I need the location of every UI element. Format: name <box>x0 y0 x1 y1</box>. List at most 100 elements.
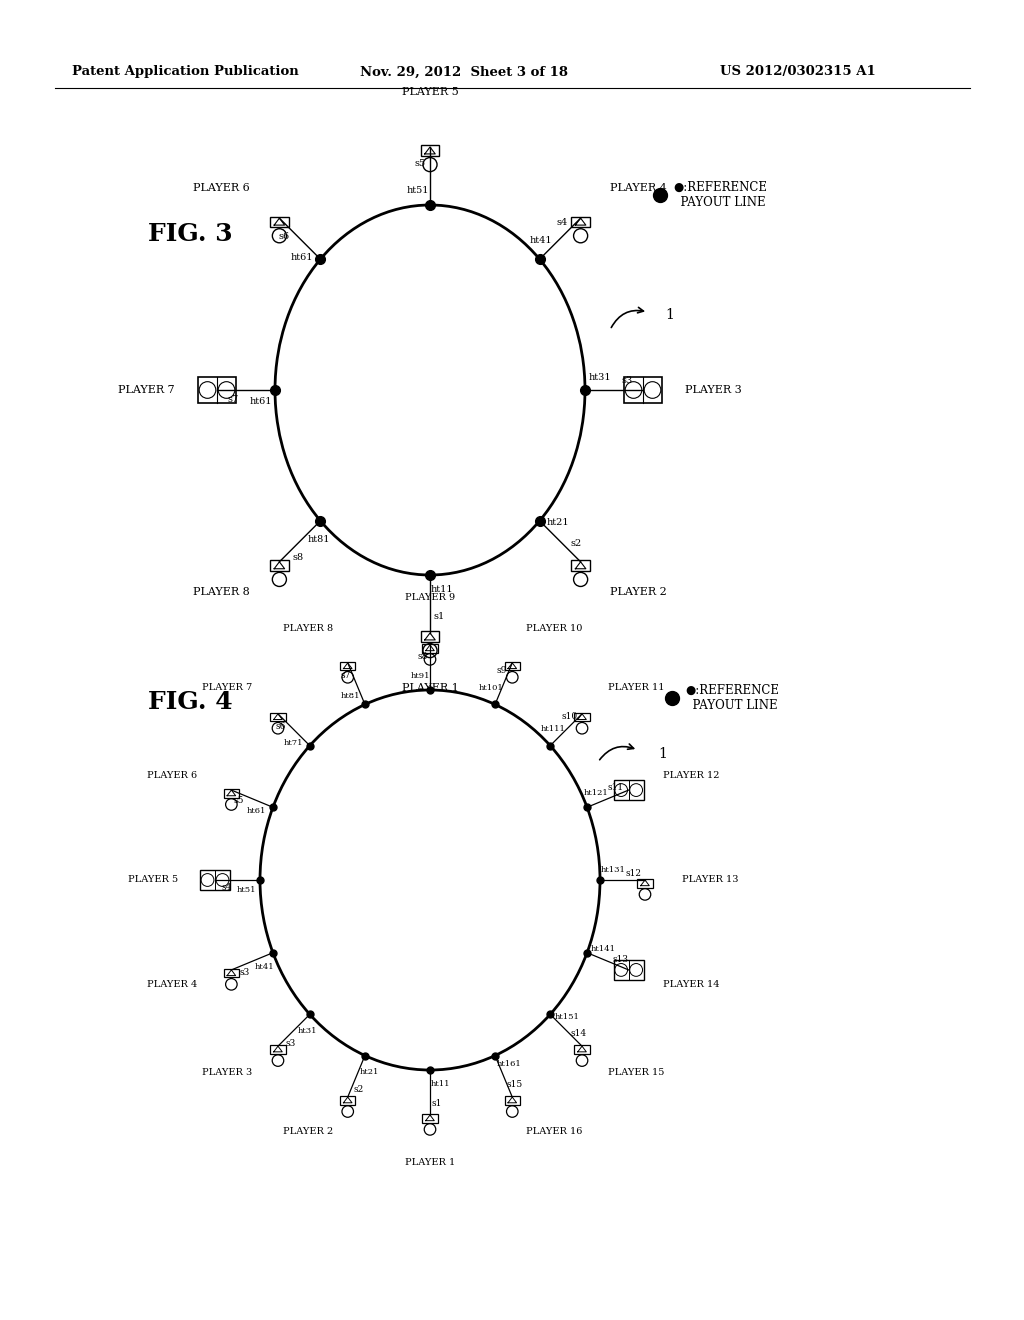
Text: PLAYER 7: PLAYER 7 <box>202 684 252 692</box>
Text: s8: s8 <box>292 553 303 561</box>
Text: ht51: ht51 <box>407 186 429 195</box>
Bar <box>505 1096 520 1105</box>
Text: PLAYER 10: PLAYER 10 <box>526 624 583 634</box>
Text: ht121: ht121 <box>584 789 608 797</box>
Text: PLAYER 7: PLAYER 7 <box>119 385 175 395</box>
Text: PLAYER 1: PLAYER 1 <box>404 1158 455 1167</box>
Bar <box>574 1045 590 1053</box>
Text: ht91: ht91 <box>411 672 430 681</box>
Text: ht41: ht41 <box>255 964 274 972</box>
Text: ht11: ht11 <box>430 1080 450 1088</box>
Text: PLAYER 14: PLAYER 14 <box>663 979 719 989</box>
Text: ht161: ht161 <box>497 1060 522 1068</box>
Text: ht141: ht141 <box>591 945 615 953</box>
Text: PLAYER 8: PLAYER 8 <box>284 624 334 634</box>
Text: PLAYER 3: PLAYER 3 <box>685 385 741 395</box>
Text: FIG. 3: FIG. 3 <box>148 222 232 246</box>
Text: 1: 1 <box>665 308 674 322</box>
Bar <box>270 560 289 572</box>
Bar <box>421 145 439 156</box>
Bar <box>637 879 652 887</box>
Text: ht61: ht61 <box>249 397 271 407</box>
Text: PLAYER 6: PLAYER 6 <box>193 183 250 194</box>
Bar <box>270 1045 286 1053</box>
Text: 1: 1 <box>658 747 667 762</box>
Text: s3: s3 <box>240 968 250 977</box>
Bar <box>613 960 644 979</box>
Text: ht11: ht11 <box>431 585 454 594</box>
Bar <box>422 644 437 652</box>
Text: s1: s1 <box>434 612 445 622</box>
Text: ●:REFERENCE
  PAYOUT LINE: ●:REFERENCE PAYOUT LINE <box>673 181 767 209</box>
Text: ht131: ht131 <box>601 866 626 874</box>
Bar <box>340 1096 355 1105</box>
Text: PLAYER 12: PLAYER 12 <box>663 771 719 780</box>
Text: s3: s3 <box>286 1039 296 1048</box>
Text: PLAYER 5: PLAYER 5 <box>401 87 459 96</box>
Text: s6: s6 <box>275 722 286 731</box>
Text: s1: s1 <box>432 1100 442 1109</box>
Text: ht31: ht31 <box>298 1027 317 1035</box>
Bar <box>200 870 230 890</box>
Bar <box>624 378 662 403</box>
Text: s13: s13 <box>613 954 629 964</box>
Bar <box>198 378 236 403</box>
Text: s4: s4 <box>221 883 231 891</box>
Text: ht81: ht81 <box>307 535 330 544</box>
Text: PLAYER 13: PLAYER 13 <box>682 875 738 884</box>
Text: PLAYER 3: PLAYER 3 <box>202 1068 252 1077</box>
Bar <box>223 789 239 797</box>
Text: PLAYER 2: PLAYER 2 <box>284 1127 334 1135</box>
Text: PLAYER 11: PLAYER 11 <box>608 684 665 692</box>
Text: s10: s10 <box>561 713 578 721</box>
Text: ht41: ht41 <box>530 236 553 246</box>
Text: PLAYER 15: PLAYER 15 <box>608 1068 665 1077</box>
Bar <box>571 560 590 572</box>
Bar <box>613 780 644 800</box>
Text: ht71: ht71 <box>284 739 303 747</box>
Text: s5: s5 <box>415 158 426 168</box>
Text: PLAYER 9: PLAYER 9 <box>404 593 455 602</box>
Bar <box>270 713 286 722</box>
Text: s5: s5 <box>233 796 245 805</box>
Text: s4: s4 <box>557 218 568 227</box>
Text: ht101: ht101 <box>478 684 504 692</box>
Text: s11: s11 <box>607 783 624 792</box>
Text: s12: s12 <box>626 869 642 878</box>
Text: s15: s15 <box>506 1080 522 1089</box>
Text: ●:REFERENCE
  PAYOUT LINE: ●:REFERENCE PAYOUT LINE <box>685 684 779 711</box>
Text: PLAYER 1: PLAYER 1 <box>401 682 459 693</box>
Text: s14: s14 <box>571 1028 587 1038</box>
Text: US 2012/0302315 A1: US 2012/0302315 A1 <box>720 66 876 78</box>
Bar <box>421 631 439 643</box>
Text: s8: s8 <box>418 652 428 661</box>
Text: ht21: ht21 <box>359 1068 379 1076</box>
Text: PLAYER 4: PLAYER 4 <box>146 979 198 989</box>
Bar <box>223 969 239 978</box>
Text: ht81: ht81 <box>341 692 360 700</box>
Bar <box>574 713 590 722</box>
Text: s3: s3 <box>622 376 633 385</box>
Text: s6: s6 <box>279 232 290 242</box>
Text: Patent Application Publication: Patent Application Publication <box>72 66 299 78</box>
Text: s7: s7 <box>340 672 351 681</box>
Text: FIG. 4: FIG. 4 <box>148 690 232 714</box>
Text: ht151: ht151 <box>554 1012 580 1020</box>
Text: s2: s2 <box>570 539 582 548</box>
Text: PLAYER 8: PLAYER 8 <box>193 586 250 597</box>
Bar <box>340 661 355 671</box>
Text: ht111: ht111 <box>541 725 565 733</box>
Bar <box>571 216 590 227</box>
Text: PLAYER 2: PLAYER 2 <box>610 586 667 597</box>
Text: ht31: ht31 <box>588 374 610 383</box>
Bar <box>270 216 289 227</box>
Text: s9: s9 <box>497 667 507 675</box>
Text: Nov. 29, 2012  Sheet 3 of 18: Nov. 29, 2012 Sheet 3 of 18 <box>360 66 568 78</box>
Text: ht61: ht61 <box>291 253 313 261</box>
Text: PLAYER 4: PLAYER 4 <box>610 183 667 194</box>
Bar <box>422 1114 437 1122</box>
Text: s2: s2 <box>353 1085 364 1094</box>
Text: PLAYER 16: PLAYER 16 <box>526 1127 583 1135</box>
Text: s7: s7 <box>227 395 239 404</box>
Bar <box>505 661 520 671</box>
